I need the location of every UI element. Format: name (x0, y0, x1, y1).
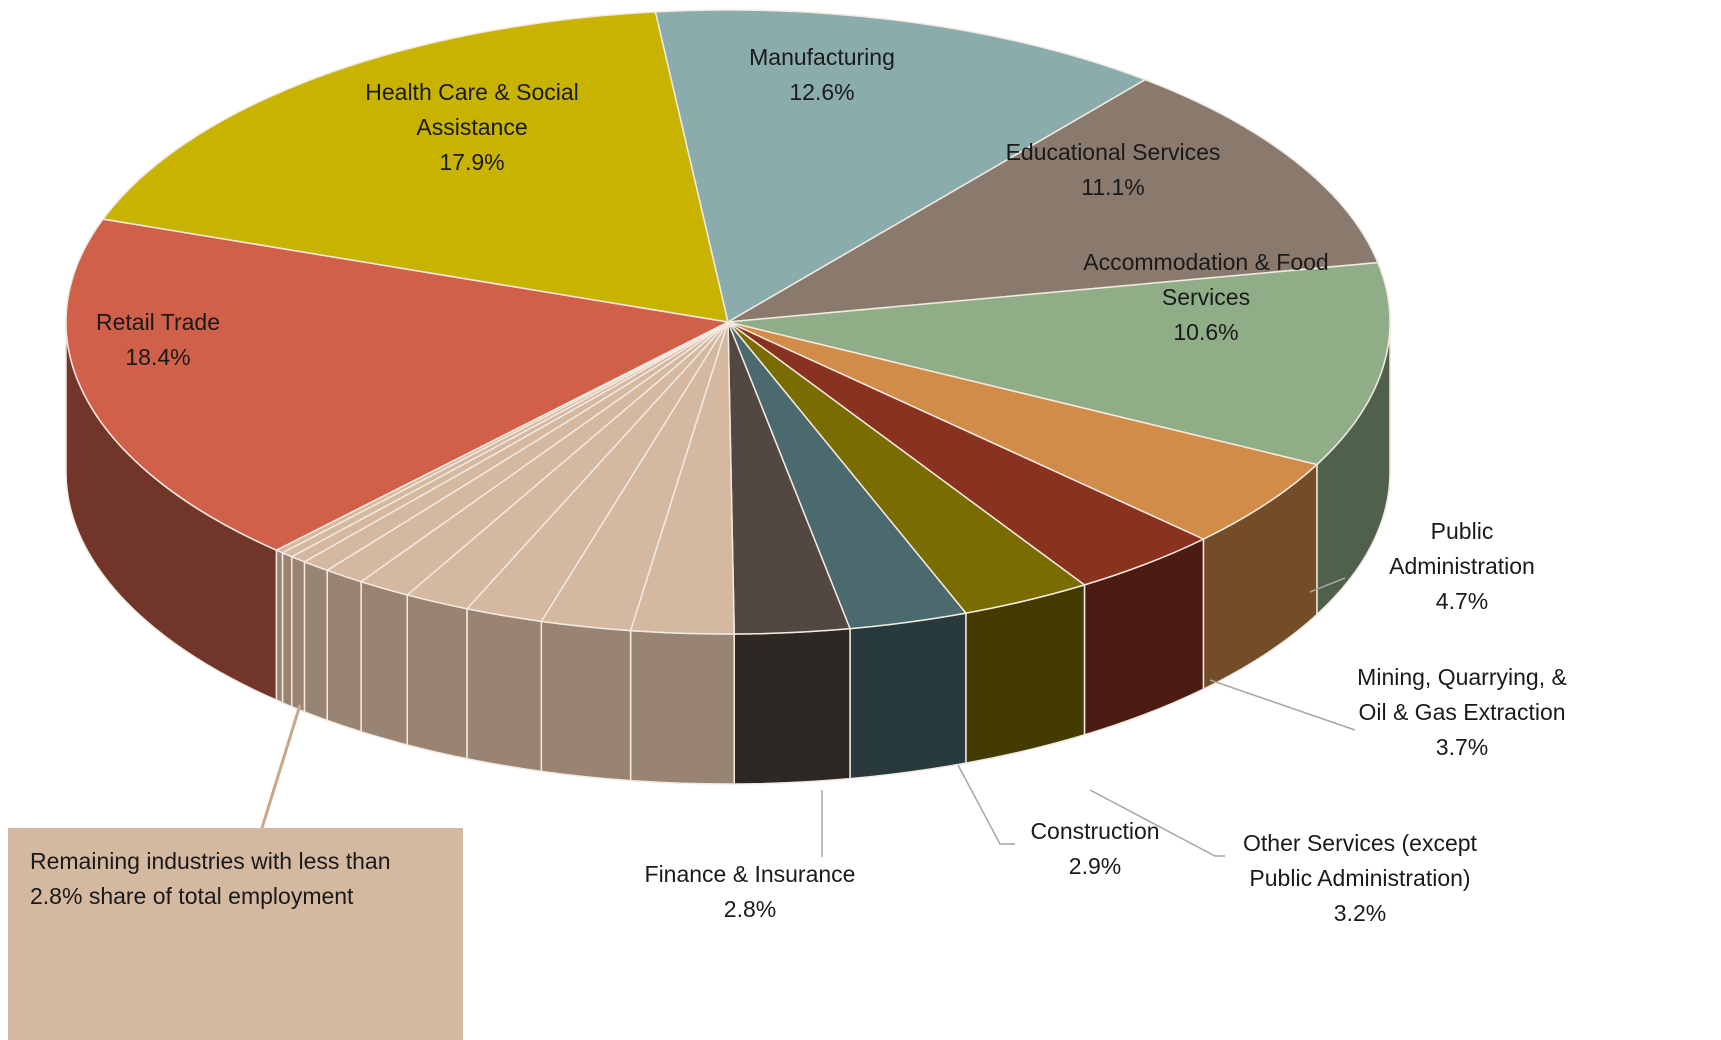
category-label: Manufacturing (749, 44, 895, 70)
value-label: 17.9% (439, 149, 505, 175)
value-label: 3.7% (1435, 734, 1489, 760)
slice-side (275, 548, 284, 704)
annotation-box: Remaining industries with less than 2.8%… (8, 828, 463, 1040)
slice-side (540, 620, 632, 782)
category-label: Public Administration (1389, 518, 1535, 579)
category-label: Retail Trade (95, 309, 220, 335)
value-label: 2.9% (1068, 853, 1122, 879)
category-label: Accommodation & Food Services (1083, 249, 1329, 310)
slice (727, 321, 1319, 540)
value-label: 10.6% (1173, 319, 1239, 345)
slice-label: Educational Services 11.1% (963, 135, 1263, 205)
leader-line (260, 704, 302, 829)
slice-side (360, 580, 409, 746)
category-label: Other Services (except Public Administra… (1243, 830, 1477, 891)
slice-side (281, 551, 293, 708)
value-label: 3.2% (1333, 900, 1387, 926)
slice-side (326, 569, 362, 733)
slice-side (733, 627, 851, 785)
slice-label: Finance & Insurance 2.8% (610, 857, 890, 927)
leader-line (1089, 789, 1225, 857)
slice-label: Retail Trade 18.4% (48, 305, 268, 375)
value-label: 2.8% (723, 896, 777, 922)
slice-label: Construction 2.9% (995, 814, 1195, 884)
category-label: Finance & Insurance (644, 861, 856, 887)
slice-side (291, 555, 306, 713)
slice-label: Health Care & Social Assistance 17.9% (332, 75, 612, 180)
annotation: Remaining industries with less than 2.8%… (30, 848, 391, 909)
slices (65, 9, 1391, 785)
leader-line (1309, 577, 1346, 593)
slice (727, 78, 1379, 323)
slice-side (965, 583, 1086, 765)
value-label: 4.7% (1435, 588, 1489, 614)
slice-side (849, 612, 967, 780)
value-label: 12.6% (789, 79, 855, 105)
leader-lines (260, 577, 1356, 857)
slice (654, 9, 1147, 324)
slice (101, 11, 729, 323)
value-label: 18.4% (125, 344, 191, 370)
category-label: Educational Services (1005, 139, 1221, 165)
slice (727, 261, 1391, 466)
slice (65, 218, 731, 551)
category-label: Mining, Quarrying, & Oil & Gas Extractio… (1357, 664, 1567, 725)
category-label: Construction (1030, 818, 1160, 844)
leader-line (1209, 679, 1356, 731)
slice-side (466, 607, 543, 773)
slice-side (303, 560, 328, 722)
slice-label: Public Administration 4.7% (1367, 514, 1557, 619)
leader-line (957, 764, 1015, 845)
slice-side (406, 593, 468, 760)
slice-label: Mining, Quarrying, & Oil & Gas Extractio… (1357, 660, 1567, 765)
category-label: Health Care & Social Assistance (365, 79, 579, 140)
slice-label: Other Services (except Public Administra… (1210, 826, 1510, 931)
slice-side (629, 629, 735, 785)
value-label: 11.1% (1081, 174, 1145, 200)
slice-label: Manufacturing 12.6% (692, 40, 952, 110)
slice-label: Accommodation & Food Services 10.6% (1046, 245, 1366, 350)
